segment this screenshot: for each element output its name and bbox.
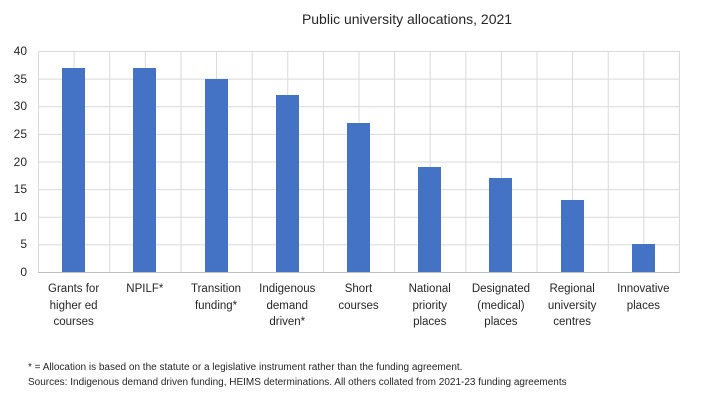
y-tick-10: 10 <box>13 209 27 224</box>
x-label-regional-university-centres: Regional university centres <box>537 281 608 331</box>
x-label-line: Short <box>344 283 373 295</box>
bar-cell-designated-medical-places <box>465 51 536 272</box>
x-label-line: courses <box>338 299 379 312</box>
bar-designated-medical-places <box>489 178 513 272</box>
bar-short-courses <box>346 122 370 272</box>
plot-area <box>38 51 680 273</box>
x-label-line: Grants for <box>48 283 100 295</box>
bar-cell-innovative-places <box>608 51 679 272</box>
y-tick-20: 20 <box>13 154 27 169</box>
x-label-line: places <box>484 316 518 328</box>
y-tick-5: 5 <box>20 237 27 252</box>
footnote-sources: Sources: Indigenous demand driven fundin… <box>28 376 567 388</box>
x-label-innovative-places: Innovative places <box>608 281 679 331</box>
bar-regional-university-centres <box>560 200 584 272</box>
y-tick-40: 40 <box>13 44 27 58</box>
x-label-short-courses: Short courses <box>323 281 394 331</box>
x-label-line: Designated <box>471 283 531 295</box>
x-label-line: courses <box>53 316 94 328</box>
y-tick-35: 35 <box>13 71 27 86</box>
bar-national-priority-places <box>418 167 442 272</box>
x-label-line: (medical) <box>477 299 525 312</box>
x-label-national-priority-places: National priority places <box>394 281 465 331</box>
x-label-line: places <box>626 299 660 312</box>
x-label-designated-medical-places: Designated (medical) places <box>465 281 536 331</box>
x-label-line: places <box>413 316 447 328</box>
bar-cell-indigenous-demand-driven <box>252 51 323 272</box>
x-label-transition-funding: Transition funding* <box>180 281 251 331</box>
x-label-line: Transition <box>191 283 242 295</box>
x-label-line: funding* <box>194 299 238 312</box>
bar-cell-npilf <box>109 51 180 272</box>
y-tick-25: 25 <box>13 126 27 141</box>
bar-cell-national-priority-places <box>394 51 465 272</box>
footnotes: * = Allocation is based on the statute o… <box>28 361 567 390</box>
x-label-line: Indigenous <box>259 283 316 295</box>
bar-cell-transition-funding <box>180 51 251 272</box>
bar-innovative-places <box>631 244 655 272</box>
y-tick-30: 30 <box>13 99 27 114</box>
x-label-grants-for-higher-ed-courses: Grants for higher ed courses <box>38 281 109 331</box>
x-label-line: demand <box>266 299 309 312</box>
x-label-line: university <box>547 299 597 312</box>
bar-grants-for-higher-ed-courses <box>62 67 86 272</box>
bar-cell-regional-university-centres <box>537 51 608 272</box>
x-label-line: driven* <box>269 316 306 328</box>
y-tick-0: 0 <box>20 265 27 279</box>
x-label-line: Innovative <box>617 283 670 295</box>
bar-transition-funding <box>204 78 228 272</box>
x-label-line: National <box>408 283 451 295</box>
x-label-line: Regional <box>549 283 595 295</box>
bar-cell-grants-for-higher-ed-courses <box>38 51 109 272</box>
x-label-npilf: NPILF* <box>109 281 180 331</box>
bars-row <box>38 51 679 272</box>
chart-title: Public university allocations, 2021 <box>301 11 513 27</box>
x-label-indigenous-demand-driven: Indigenous demand driven* <box>252 281 323 331</box>
footnote-asterisk-note: * = Allocation is based on the statute o… <box>28 362 463 373</box>
x-label-line: higher ed <box>49 299 98 312</box>
x-axis: Grants for higher ed courses NPILF* Transiti… <box>38 281 679 331</box>
x-label-line: NPILF* <box>126 283 164 295</box>
x-label-line: priority <box>412 299 447 312</box>
y-tick-15: 15 <box>13 182 27 197</box>
y-axis: 0 5 10 15 20 25 30 35 40 <box>0 0 27 300</box>
bar-npilf <box>133 67 157 272</box>
bar-indigenous-demand-driven <box>275 95 299 272</box>
bar-cell-short-courses <box>323 51 394 272</box>
x-label-line: centres <box>553 316 591 328</box>
